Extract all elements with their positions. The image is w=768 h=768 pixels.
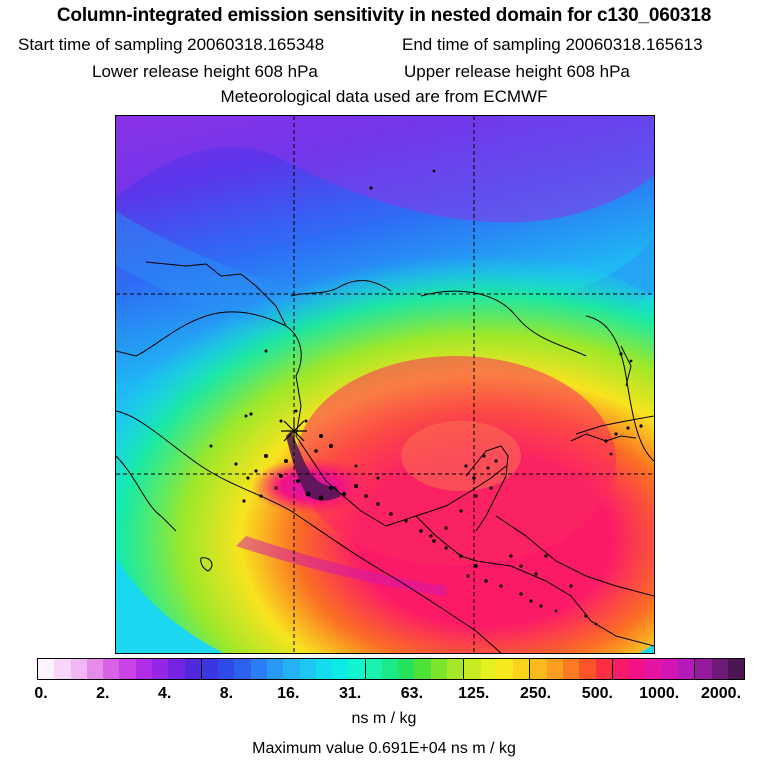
colorbar-swatch [348,659,366,679]
colorbar-tick-label: 2. [96,685,110,702]
upper-release-label: Upper release height 608 hPa [404,62,630,81]
colorbar-tick-label: 125. [458,685,490,702]
colorbar-swatch [86,659,104,679]
plume-eye [401,421,521,491]
colorbar-swatch [430,659,448,679]
colorbar-swatch [480,659,497,679]
colorbar-swatch [711,659,728,679]
receptor-asterisk-icon [281,418,307,444]
land-speckle [209,169,643,626]
colorbar-swatch [250,659,267,679]
map-canvas [116,116,654,653]
colorbar-swatch [677,659,696,679]
colorbar-tick-label: 4. [157,685,172,702]
colorbar-swatch [530,659,547,679]
colorbar-tick-label: 250. [519,685,552,702]
colorbar-swatch [234,659,251,679]
colorbar-swatch [299,659,316,679]
colorbar-swatch [464,659,481,679]
colorbar-tick-label: 0. [34,685,48,702]
colorbar-tick-label: 63. [400,685,424,702]
colorbar-swatch [266,659,284,679]
max-sensitivity-field [286,431,341,501]
lower-release-label: Lower release height 608 hPa [92,62,318,81]
coastlines [116,261,654,653]
colorbar-swatch [398,659,415,679]
pacific-streak-field [236,536,446,596]
colorbar-swatch [496,659,514,679]
colorbar-swatch [151,659,169,679]
colorbar-tick-label: 8. [219,685,234,702]
colorbar-swatch [546,659,563,679]
colorbar-swatch [612,659,630,679]
colorbar-tick-label: 500. [581,685,613,702]
colorbar-swatch [414,659,431,679]
colorbar-swatch [70,659,87,679]
colorbar-swatch [54,659,71,679]
colorbar-swatch [727,659,745,679]
colorbar-swatch [563,659,580,679]
colorbar-tick-label: 2000. [700,685,742,702]
colorbar-swatch [365,659,382,679]
plot-title: Column-integrated emission sensitivity i… [56,5,712,26]
graticule [116,116,654,653]
colorbar-swatch [168,659,185,679]
start-time-label: Start time of sampling 20060318.165348 [18,35,325,54]
colorbar-swatch [332,659,349,679]
colorbar-swatch [135,659,152,679]
colorbar-tick-label: 31. [338,685,362,702]
colorbar-swatch [201,659,219,679]
colorbar-swatch [695,659,712,679]
colorbar [37,658,745,680]
colorbar-swatch [283,659,300,679]
maximum-value-label: Maximum value 0.691E+04 ns m / kg [252,740,516,757]
colorbar-swatch [103,659,120,679]
colorbar-tick-label: 1000. [639,685,680,702]
colorbar-swatch [38,659,55,679]
met-data-label: Meteorological data used are from ECMWF [220,87,548,106]
colorbar-swatch [645,659,662,679]
colorbar-swatch [447,659,465,679]
end-time-label: End time of sampling 20060318.165613 [402,35,703,54]
colorbar-swatch [315,659,333,679]
colorbar-swatch [119,659,136,679]
upper-band-field [116,116,654,223]
colorbar-swatch [218,659,235,679]
colorbar-swatch [661,659,678,679]
colorbar-swatch [513,659,531,679]
colorbar-tick-label: 16. [277,685,300,702]
colorbar-swatch [595,659,613,679]
colorbar-swatch [184,659,202,679]
colorbar-swatch [381,659,399,679]
sensitivity-map [115,115,655,654]
colorbar-swatch [629,659,646,679]
colorbar-swatch [579,659,596,679]
colorbar-unit-label: ns m / kg [351,710,417,727]
